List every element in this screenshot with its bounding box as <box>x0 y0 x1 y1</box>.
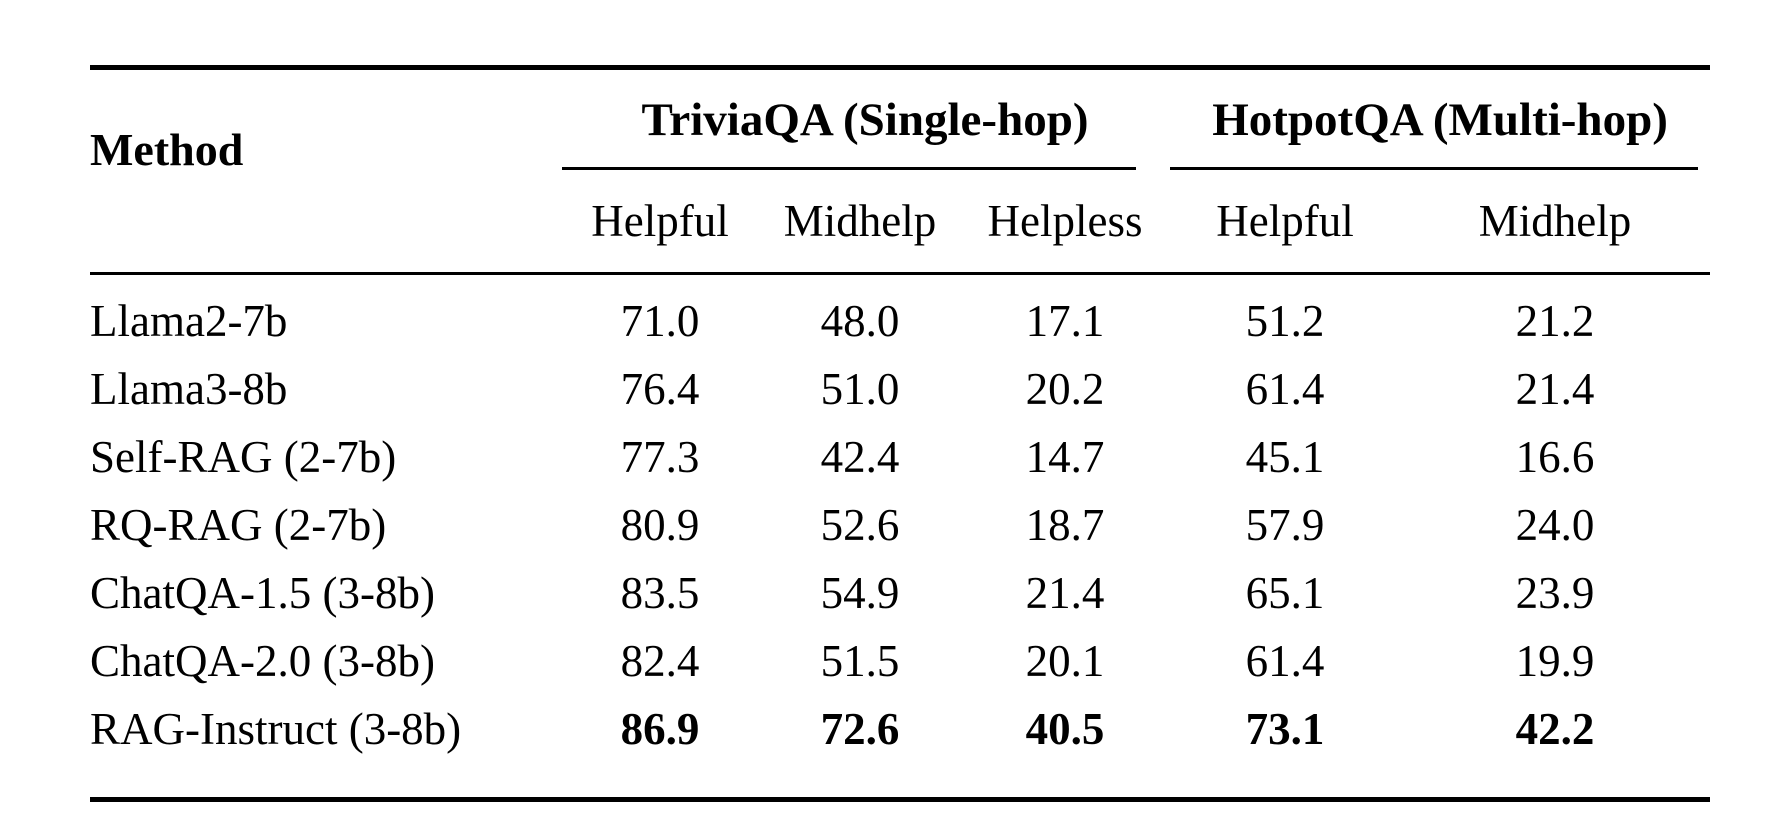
value-cell: 65.1 <box>1245 568 1325 618</box>
value-cell: 52.6 <box>820 500 900 550</box>
value-cell: 71.0 <box>620 296 700 346</box>
col-header-hotpotqa-helpful: Helpful <box>1216 196 1354 246</box>
group-header-row: Method TriviaQA (Single-hop) HotpotQA (M… <box>90 68 1710 175</box>
value-cell: 19.9 <box>1515 636 1595 686</box>
value-cell: 21.4 <box>1515 364 1595 414</box>
sub-header-row: Helpful Midhelp Helpless Helpful Midhelp <box>90 170 1710 274</box>
method-name: ChatQA-1.5 (3-8b) <box>90 568 435 618</box>
col-header-triviaqa-helpful: Helpful <box>591 196 729 246</box>
value-cell-best: 73.1 <box>1245 704 1325 754</box>
value-cell: 76.4 <box>620 364 700 414</box>
value-cell: 45.1 <box>1245 432 1325 482</box>
value-cell: 16.6 <box>1515 432 1595 482</box>
table-row: Self-RAG (2-7b) 77.3 42.4 14.7 45.1 16.6 <box>90 423 1710 491</box>
col-header-triviaqa-midhelp: Midhelp <box>783 196 937 246</box>
group-header-triviaqa: TriviaQA (Single-hop) <box>560 68 1170 170</box>
table-row: Llama3-8b 76.4 51.0 20.2 61.4 21.4 <box>90 355 1710 423</box>
value-cell: 20.2 <box>1025 364 1105 414</box>
value-cell: 77.3 <box>620 432 700 482</box>
value-cell: 61.4 <box>1245 636 1325 686</box>
value-cell: 51.5 <box>820 636 900 686</box>
table-row: RQ-RAG (2-7b) 80.9 52.6 18.7 57.9 24.0 <box>90 491 1710 559</box>
method-name: Llama2-7b <box>90 296 288 346</box>
table-row: ChatQA-2.0 (3-8b) 82.4 51.5 20.1 61.4 19… <box>90 627 1710 695</box>
group-header-hotpotqa: HotpotQA (Multi-hop) <box>1170 68 1710 170</box>
group-label-hotpotqa: HotpotQA (Multi-hop) <box>1212 94 1668 146</box>
value-cell: 51.0 <box>820 364 900 414</box>
table-header: Method TriviaQA (Single-hop) HotpotQA (M… <box>90 68 1711 274</box>
table-body: Llama2-7b 71.0 48.0 17.1 51.2 21.2 Llama… <box>90 274 1710 800</box>
value-cell-best: 42.2 <box>1515 704 1595 754</box>
table-row-rag-instruct: RAG-Instruct (3-8b) 86.9 72.6 40.5 73.1 … <box>90 695 1710 800</box>
value-cell: 61.4 <box>1245 364 1325 414</box>
value-cell: 21.2 <box>1515 296 1595 346</box>
value-cell: 82.4 <box>620 636 700 686</box>
value-cell: 20.1 <box>1025 636 1105 686</box>
value-cell-best: 86.9 <box>620 704 700 754</box>
value-cell: 24.0 <box>1515 500 1595 550</box>
method-name: ChatQA-2.0 (3-8b) <box>90 636 435 686</box>
method-name: Self-RAG (2-7b) <box>90 432 397 482</box>
value-cell: 17.1 <box>1025 296 1105 346</box>
value-cell: 18.7 <box>1025 500 1105 550</box>
value-cell-best: 72.6 <box>820 704 900 754</box>
value-cell: 48.0 <box>820 296 900 346</box>
col-header-triviaqa-helpless: Helpless <box>987 196 1143 246</box>
method-name: RAG-Instruct (3-8b) <box>90 704 462 754</box>
method-name: Llama3-8b <box>90 364 288 414</box>
value-cell-best: 40.5 <box>1025 704 1105 754</box>
value-cell: 42.4 <box>820 432 900 482</box>
col-header-hotpotqa-midhelp: Midhelp <box>1478 196 1632 246</box>
value-cell: 83.5 <box>620 568 700 618</box>
table-row: ChatQA-1.5 (3-8b) 83.5 54.9 21.4 65.1 23… <box>90 559 1710 627</box>
value-cell: 80.9 <box>620 500 700 550</box>
cmidrule-triviaqa <box>562 167 1137 170</box>
value-cell: 57.9 <box>1245 500 1325 550</box>
method-column-header: Method <box>90 123 244 175</box>
value-cell: 23.9 <box>1515 568 1595 618</box>
method-name: RQ-RAG (2-7b) <box>90 500 387 550</box>
cmidrule-hotpotqa <box>1170 167 1699 170</box>
group-label-triviaqa: TriviaQA (Single-hop) <box>641 94 1089 146</box>
value-cell: 14.7 <box>1025 432 1105 482</box>
value-cell: 54.9 <box>820 568 900 618</box>
value-cell: 21.4 <box>1025 568 1105 618</box>
table-row: Llama2-7b 71.0 48.0 17.1 51.2 21.2 <box>90 274 1710 356</box>
results-table: Method TriviaQA (Single-hop) HotpotQA (M… <box>90 65 1711 802</box>
value-cell: 51.2 <box>1245 296 1325 346</box>
